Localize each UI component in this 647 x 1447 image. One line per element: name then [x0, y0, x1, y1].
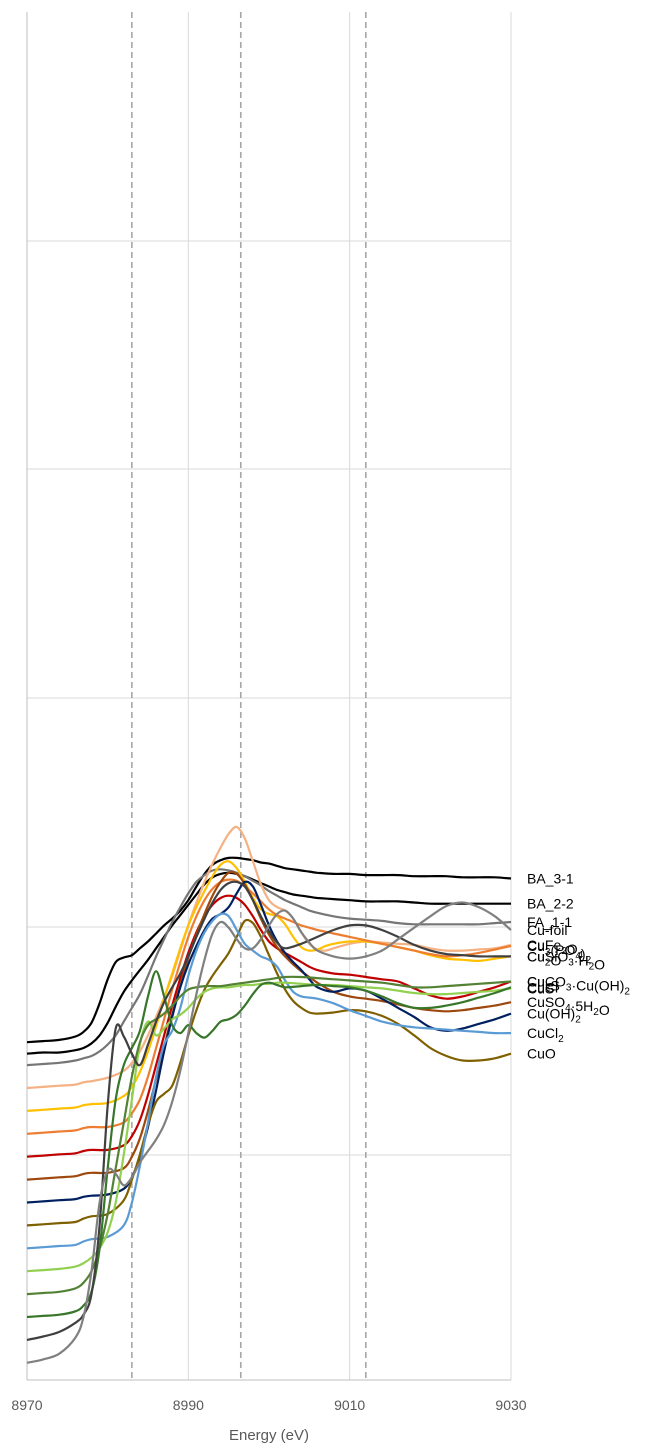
series-label-part: 4 [578, 950, 584, 961]
x-tick-label: 9030 [495, 1397, 526, 1413]
series-label-part: ·Cu(OH) [571, 978, 624, 994]
series-label-part: 3 [545, 947, 551, 958]
series-line-cu-oh-2 [26, 880, 512, 1204]
series-label-part: CuFe [527, 937, 561, 953]
series-label-part: S [550, 978, 559, 994]
x-tick-label: 8990 [173, 1397, 204, 1413]
series-line-cuo [26, 918, 512, 1227]
series-label-part: ·5H [571, 998, 594, 1014]
reference-lines-layer [131, 12, 367, 1380]
series-label-part: Cu [527, 974, 545, 990]
series-label-part: O [599, 1002, 610, 1018]
series-label-part: BA_3-1 [527, 870, 574, 886]
series-label-part: Cu [527, 948, 545, 964]
series-label-part: 2 [589, 961, 595, 972]
series-label-cu-oh-2: Cu(OH)2 [527, 1006, 581, 1026]
series-label-cu2o: Cu2O [527, 948, 561, 968]
series-line-cus [26, 981, 512, 1273]
series-label-part: Cu-foil [527, 922, 567, 938]
series-label-part: CuS [527, 980, 554, 996]
series-label-part: O [550, 952, 561, 968]
series-label-part: 2 [624, 987, 630, 998]
x-axis-title: Energy (eV) [229, 1427, 309, 1444]
series-layer [26, 825, 512, 1364]
x-tick-label: 9010 [334, 1397, 365, 1413]
series-label-cucl2: CuCl2 [527, 1025, 564, 1045]
series-label-part: 2 [545, 957, 551, 968]
series-label-part: 2 [561, 946, 567, 957]
series-label-part: CuCl [527, 1025, 558, 1041]
series-label-cu2s: Cu2S [527, 974, 560, 994]
series-line-cu-foil [26, 901, 512, 1364]
series-label-ba-2-2: BA_2-2 [527, 896, 574, 912]
series-label-cuco3-cu-oh-2: CuCO3·Cu(OH)2 [527, 974, 630, 998]
series-label-cuo: CuO [527, 1046, 556, 1062]
series-label-cuso4-5h2o: CuSO4·5H2O [527, 994, 610, 1018]
series-line-ba-3-1 [26, 856, 512, 1044]
series-label-part: 2 [586, 955, 592, 966]
series-label-ba-3-1: BA_3-1 [527, 870, 574, 886]
series-label-part: 4 [575, 951, 581, 962]
series-label-part: O [594, 956, 605, 972]
series-line-cu2o [26, 880, 511, 1341]
series-labels-layer: BA_3-1BA_2-2FA_1-1CuFe2O4CuSiO3·H2OCu3(P… [527, 870, 630, 1061]
series-label-cusio3-h2o: CuSiO3·H2O [527, 948, 605, 972]
series-label-part: 2 [558, 1034, 564, 1045]
series-label-cu3-po4-2: Cu3(PO4)2 [527, 938, 592, 966]
series-label-part: BA_2-2 [527, 896, 574, 912]
series-label-cufe2o4: CuFe2O4 [527, 937, 584, 961]
series-label-part: 2 [593, 1007, 599, 1018]
series-label-fa-1-1: FA_1-1 [527, 914, 572, 930]
series-label-part: Cu [527, 938, 545, 954]
series-label-part: 4 [565, 1003, 571, 1014]
series-label-part: O [567, 941, 578, 957]
series-label-part: 2 [545, 983, 551, 994]
series-label-part: CuSiO [527, 948, 568, 964]
series-line-cu2s [26, 975, 512, 1296]
grid-layer [26, 12, 512, 1380]
series-label-part: Cu(OH) [527, 1006, 575, 1022]
series-label-part: CuCO [527, 974, 566, 990]
series-label-part: 2 [575, 1015, 581, 1026]
x-axis: 8970 8990 9010 9030 [11, 1379, 527, 1413]
x-tick-label: 8970 [11, 1397, 42, 1413]
series-line-cuso4-5h2o [26, 870, 512, 1181]
series-label-part: CuO [527, 1046, 556, 1062]
series-label-part: 3 [566, 983, 572, 994]
series-line-cucl [26, 970, 512, 1319]
series-label-cu-foil: Cu-foil [527, 922, 567, 938]
series-label-part: CuCl [527, 979, 558, 995]
series-label-part: FA_1-1 [527, 914, 572, 930]
series-line-cucl2 [26, 912, 512, 1250]
series-label-cucl: CuCl [527, 979, 558, 995]
series-label-cus: CuS [527, 980, 554, 996]
series-label-part: (PO [550, 942, 575, 958]
series-label-part: ) [581, 946, 586, 962]
series-label-part: ·H [574, 952, 589, 968]
series-label-part: 3 [568, 957, 574, 968]
series-label-part: CuSO [527, 994, 565, 1010]
